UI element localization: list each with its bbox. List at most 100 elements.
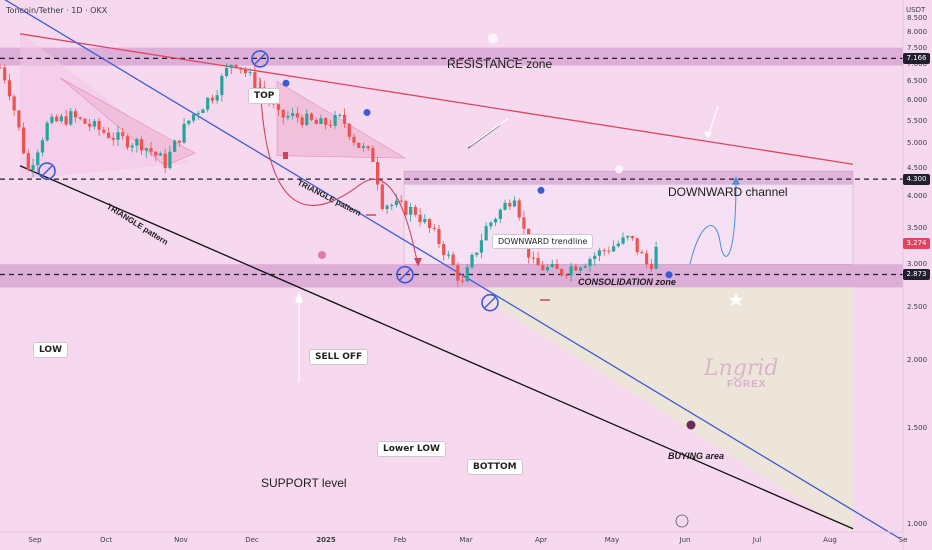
y-tick-label: 6.500 <box>907 77 928 86</box>
sell-off-label: SELL OFF <box>309 349 369 365</box>
candle-body-4 <box>17 110 21 128</box>
candle-body-80 <box>376 162 380 185</box>
y-tick-label: 6.000 <box>907 96 928 105</box>
triangle-pattern-left <box>59 77 196 167</box>
candle-body-53 <box>248 72 252 74</box>
support-arrowhead <box>295 290 303 303</box>
candle-body-32 <box>149 148 153 152</box>
price-tag-0: 7.166 <box>903 52 930 64</box>
candle-body-121 <box>569 266 573 276</box>
candle-body-102 <box>479 240 484 253</box>
candle-body-15 <box>69 111 73 125</box>
candle-body-69 <box>324 118 328 125</box>
support-band <box>0 264 903 288</box>
candle-body-44 <box>206 97 210 110</box>
resistance-marker-icon <box>488 33 498 44</box>
snail-icon <box>318 251 326 259</box>
candle-body-63 <box>295 113 299 118</box>
x-tick-label: Feb <box>393 536 407 544</box>
x-tick-label: Apr <box>534 536 548 544</box>
price-tag-3: 2.873 <box>903 268 930 280</box>
consolidation-box <box>403 170 854 265</box>
triangle-pattern-right <box>276 80 407 159</box>
trend-touch-dot-3 <box>665 271 673 279</box>
channel-upper-line <box>19 33 854 165</box>
y-tick-label: 3.000 <box>907 260 928 269</box>
flag-icon <box>283 152 288 159</box>
candle-body-37 <box>173 140 177 152</box>
candle-body-129 <box>607 250 611 252</box>
pivot-ring-low <box>38 162 56 180</box>
pivot-ring-lower-low <box>396 265 414 284</box>
candle-body-77 <box>361 146 366 148</box>
y-tick-label: 5.000 <box>907 139 928 148</box>
projection-path <box>689 179 737 265</box>
candle-body-136 <box>640 252 644 254</box>
candle-body-49 <box>229 64 233 68</box>
candle-body-126 <box>593 255 597 260</box>
downward-trendline-label: DOWNWARD trendline <box>492 234 594 249</box>
candle-body-20 <box>92 121 96 127</box>
candle-body-61 <box>286 115 290 118</box>
candle-body-119 <box>560 269 564 275</box>
candle-body-0 <box>0 67 2 69</box>
x-tick-label: Aug <box>823 536 837 544</box>
candle-body-24 <box>111 137 115 140</box>
candle-body-54 <box>253 72 257 89</box>
candle-body-134 <box>630 235 635 239</box>
candle-body-18 <box>83 118 87 124</box>
price-tag-2: 3.274 <box>903 238 930 250</box>
candle-body-135 <box>635 238 639 253</box>
lower-low-label: Lower LOW <box>377 441 446 457</box>
trend-touch-dot-1 <box>363 108 371 116</box>
candle-body-74 <box>347 123 351 137</box>
candle-body-90 <box>423 219 427 223</box>
pivot-ring-bottom <box>481 293 499 312</box>
candle-body-43 <box>201 109 205 114</box>
candle-body-98 <box>460 280 465 282</box>
pivot-slash-low <box>41 165 53 177</box>
candle-body-131 <box>616 243 620 247</box>
candle-body-31 <box>144 148 148 151</box>
y-tick-label: 5.500 <box>907 116 928 125</box>
candle-body-19 <box>88 123 92 127</box>
top-label: TOP <box>248 88 281 104</box>
y-tick-label: 2.500 <box>907 303 928 312</box>
candle-body-82 <box>385 205 389 209</box>
candle-body-101 <box>475 252 479 255</box>
x-tick-label: Dec <box>245 536 259 544</box>
candle-body-34 <box>158 153 163 156</box>
watermark-logo: Lngrid <box>704 356 779 381</box>
candle-body-17 <box>78 117 82 119</box>
candle-body-124 <box>583 265 587 268</box>
buying-area-label: BUYING area <box>668 451 725 461</box>
candle-body-92 <box>432 227 436 229</box>
candle-body-33 <box>154 151 158 156</box>
x-tick-label: 2025 <box>316 536 336 544</box>
candle-body-113 <box>531 257 535 259</box>
bottom-label: BOTTOM <box>467 459 523 475</box>
lightning-icon <box>675 514 689 528</box>
y-tick-label: 8.500 <box>907 14 928 22</box>
y-tick-label: 2.000 <box>907 356 928 365</box>
y-tick-label: 7.500 <box>907 43 928 52</box>
x-tick-label: Nov <box>174 536 188 544</box>
channel-arrowhead <box>704 131 712 139</box>
candle-body-116 <box>545 267 550 271</box>
candle-body-132 <box>621 237 625 244</box>
candle-body-6 <box>26 153 30 171</box>
candle-body-22 <box>102 129 106 133</box>
candle-body-95 <box>446 254 450 256</box>
y-tick-label: 8.000 <box>907 28 928 37</box>
candle-body-99 <box>465 267 469 282</box>
candle-body-94 <box>442 244 446 256</box>
candle-body-5 <box>22 127 26 154</box>
candle-body-52 <box>243 69 248 74</box>
candle-body-79 <box>371 148 375 163</box>
candle-body-103 <box>484 226 488 241</box>
candle-body-64 <box>300 117 304 125</box>
candle-body-38 <box>177 140 181 143</box>
candle-body-85 <box>399 200 403 202</box>
